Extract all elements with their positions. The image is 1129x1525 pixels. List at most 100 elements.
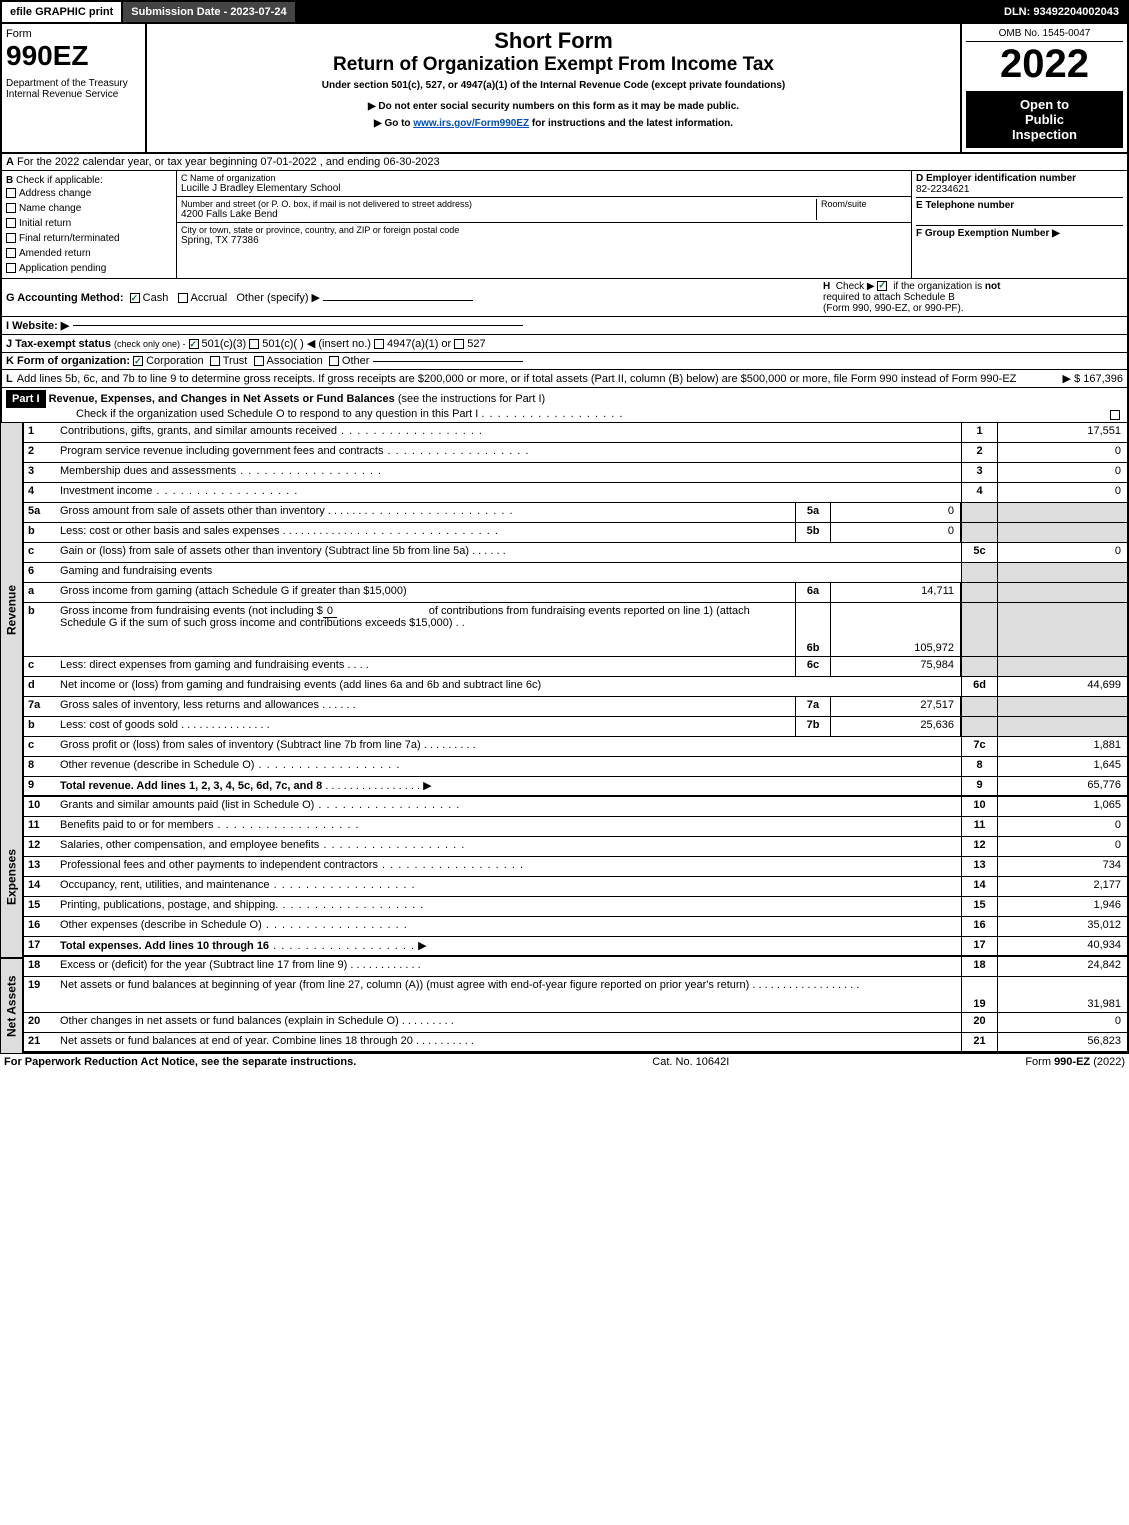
line-7a: 7a Gross sales of inventory, less return… <box>24 697 1129 717</box>
section-l-text: Add lines 5b, 6c, and 7b to line 9 to de… <box>17 373 1063 385</box>
lbl-501c3: 501(c)(3) <box>202 338 247 350</box>
cb-527[interactable] <box>454 339 464 349</box>
line-9: 9 Total revenue. Add lines 1, 2, 3, 4, 5… <box>24 777 1129 797</box>
ln15-num: 15 <box>24 897 56 916</box>
ln20-val: 0 <box>997 1013 1127 1032</box>
ln7b-desc: Less: cost of goods sold . . . . . . . .… <box>56 717 795 736</box>
ln18-val: 24,842 <box>997 957 1127 976</box>
other-specify-input[interactable] <box>323 300 473 301</box>
ln5c-desc: Gain or (loss) from sale of assets other… <box>56 543 961 562</box>
return-title: Return of Organization Exempt From Incom… <box>151 54 956 76</box>
other-org-input[interactable] <box>373 361 523 362</box>
ln8-num: 8 <box>24 757 56 776</box>
line-5a: 5a Gross amount from sale of assets othe… <box>24 503 1129 523</box>
ln6-num: 6 <box>24 563 56 582</box>
cb-name-change[interactable] <box>6 203 16 213</box>
line-12: 12 Salaries, other compensation, and emp… <box>24 837 1129 857</box>
ln17-desc: Total expenses. Add lines 10 through 16 … <box>56 937 961 955</box>
page-footer: For Paperwork Reduction Act Notice, see … <box>0 1053 1129 1070</box>
efile-print-button[interactable]: efile GRAPHIC print <box>2 2 123 22</box>
tax-year: 2022 <box>966 42 1123 87</box>
ln6b-sl: 6b <box>795 603 831 656</box>
ln19-cn: 19 <box>961 977 997 1012</box>
cb-schedule-o[interactable] <box>1110 410 1120 420</box>
ln1-desc: Contributions, gifts, grants, and simila… <box>56 423 961 442</box>
ln5a-num: 5a <box>24 503 56 522</box>
section-k-label: K Form of organization: <box>6 355 130 367</box>
cb-501c3[interactable] <box>189 339 199 349</box>
section-l: L Add lines 5b, 6c, and 7b to line 9 to … <box>0 370 1129 388</box>
ln10-cn: 10 <box>961 797 997 816</box>
cb-corp[interactable] <box>133 356 143 366</box>
dots-icon <box>481 408 623 420</box>
lbl-address-change: Address change <box>19 188 91 199</box>
section-a: A For the 2022 calendar year, or tax yea… <box>0 154 1129 171</box>
cb-other-org[interactable] <box>329 356 339 366</box>
line-13: 13 Professional fees and other payments … <box>24 857 1129 877</box>
cb-trust[interactable] <box>210 356 220 366</box>
cb-app-pending[interactable] <box>6 263 16 273</box>
goto-line: ▶ Go to www.irs.gov/Form990EZ for instru… <box>151 118 956 129</box>
ln5a-sv: 0 <box>831 503 961 522</box>
ln15-cn: 15 <box>961 897 997 916</box>
cb-amended-return[interactable] <box>6 248 16 258</box>
short-form-title: Short Form <box>151 28 956 54</box>
ln5a-desc: Gross amount from sale of assets other t… <box>56 503 795 522</box>
lbl-527: 527 <box>467 338 485 350</box>
side-revenue: Revenue <box>0 423 24 797</box>
ln6d-num: d <box>24 677 56 696</box>
line-3: 3 Membership dues and assessments 3 0 <box>24 463 1129 483</box>
ln1-val: 17,551 <box>997 423 1127 442</box>
street-label: Number and street (or P. O. box, if mail… <box>181 199 812 209</box>
lbl-amended-return: Amended return <box>19 248 91 259</box>
ln13-val: 734 <box>997 857 1127 876</box>
ssn-warning: ▶ Do not enter social security numbers o… <box>151 101 956 112</box>
cb-cash[interactable] <box>130 293 140 303</box>
cb-assoc[interactable] <box>254 356 264 366</box>
ln7a-sl: 7a <box>795 697 831 716</box>
ln5b-desc: Less: cost or other basis and sales expe… <box>56 523 795 542</box>
ln6a-sv: 14,711 <box>831 583 961 602</box>
cb-4947[interactable] <box>374 339 384 349</box>
irs-link[interactable]: www.irs.gov/Form990EZ <box>413 118 529 129</box>
section-d-label: D Employer identification number <box>916 173 1076 184</box>
footer-center: Cat. No. 10642I <box>652 1056 729 1068</box>
ln7c-num: c <box>24 737 56 756</box>
ln19-num: 19 <box>24 977 56 1012</box>
ln11-val: 0 <box>997 817 1127 836</box>
ln9-desc: Total revenue. Add lines 1, 2, 3, 4, 5c,… <box>56 777 961 795</box>
ln3-val: 0 <box>997 463 1127 482</box>
website-input[interactable] <box>73 325 523 326</box>
ln5b-sv: 0 <box>831 523 961 542</box>
ln6a-num: a <box>24 583 56 602</box>
line-14: 14 Occupancy, rent, utilities, and maint… <box>24 877 1129 897</box>
footer-left: For Paperwork Reduction Act Notice, see … <box>4 1056 356 1068</box>
ln13-num: 13 <box>24 857 56 876</box>
line-5b: b Less: cost or other basis and sales ex… <box>24 523 1129 543</box>
line-16: 16 Other expenses (describe in Schedule … <box>24 917 1129 937</box>
ln6b-num: b <box>24 603 56 656</box>
cb-address-change[interactable] <box>6 188 16 198</box>
section-c: C Name of organization Lucille J Bradley… <box>177 171 912 278</box>
city-value: Spring, TX 77386 <box>181 235 907 246</box>
ln7b-sh1 <box>961 717 997 736</box>
cb-501c[interactable] <box>249 339 259 349</box>
section-b: B Check if applicable: Address change Na… <box>2 171 177 278</box>
line-6c: c Less: direct expenses from gaming and … <box>24 657 1129 677</box>
ln7c-cn: 7c <box>961 737 997 756</box>
ln11-cn: 11 <box>961 817 997 836</box>
ln21-val: 56,823 <box>997 1033 1127 1051</box>
cb-schedule-b[interactable] <box>877 281 887 291</box>
ln2-val: 0 <box>997 443 1127 462</box>
ln4-cn: 4 <box>961 483 997 502</box>
ln3-num: 3 <box>24 463 56 482</box>
ln1-num: 1 <box>24 423 56 442</box>
ln6a-sl: 6a <box>795 583 831 602</box>
section-b-label: B <box>6 175 13 186</box>
cb-initial-return[interactable] <box>6 218 16 228</box>
lbl-cash: Cash <box>143 292 169 304</box>
header-right: OMB No. 1545-0047 2022 Open to Public In… <box>962 24 1127 152</box>
cb-accrual[interactable] <box>178 293 188 303</box>
cb-final-return[interactable] <box>6 233 16 243</box>
section-f-label: F Group Exemption Number ▶ <box>916 228 1060 239</box>
